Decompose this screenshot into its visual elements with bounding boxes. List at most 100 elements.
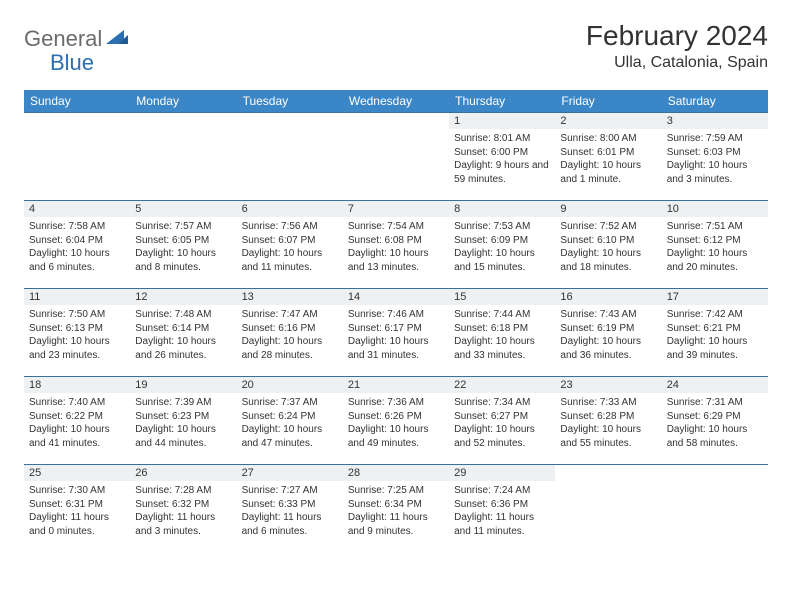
sunset-line: Sunset: 6:09 PM	[454, 234, 550, 248]
calendar-cell	[24, 112, 130, 200]
day-details: Sunrise: 7:42 AMSunset: 6:21 PMDaylight:…	[662, 305, 768, 366]
empty-daynum	[555, 465, 661, 481]
day-details: Sunrise: 7:31 AMSunset: 6:29 PMDaylight:…	[662, 393, 768, 454]
day-number: 5	[130, 201, 236, 217]
sunset-line: Sunset: 6:34 PM	[348, 498, 444, 512]
day-number: 4	[24, 201, 130, 217]
sunrise-line: Sunrise: 7:24 AM	[454, 484, 550, 498]
day-details: Sunrise: 7:40 AMSunset: 6:22 PMDaylight:…	[24, 393, 130, 454]
sunset-line: Sunset: 6:04 PM	[29, 234, 125, 248]
day-details: Sunrise: 7:25 AMSunset: 6:34 PMDaylight:…	[343, 481, 449, 542]
brand-triangle-icon	[106, 28, 128, 51]
sunrise-line: Sunrise: 7:40 AM	[29, 396, 125, 410]
day-number: 19	[130, 377, 236, 393]
calendar-cell: 19Sunrise: 7:39 AMSunset: 6:23 PMDayligh…	[130, 376, 236, 464]
day-details: Sunrise: 7:39 AMSunset: 6:23 PMDaylight:…	[130, 393, 236, 454]
sunset-line: Sunset: 6:32 PM	[135, 498, 231, 512]
calendar-cell: 11Sunrise: 7:50 AMSunset: 6:13 PMDayligh…	[24, 288, 130, 376]
daylight-line: Daylight: 10 hours and 49 minutes.	[348, 423, 444, 450]
daylight-line: Daylight: 10 hours and 15 minutes.	[454, 247, 550, 274]
day-details: Sunrise: 7:33 AMSunset: 6:28 PMDaylight:…	[555, 393, 661, 454]
sunset-line: Sunset: 6:26 PM	[348, 410, 444, 424]
calendar-cell	[662, 464, 768, 552]
daylight-line: Daylight: 10 hours and 52 minutes.	[454, 423, 550, 450]
sunrise-line: Sunrise: 7:31 AM	[667, 396, 763, 410]
empty-daynum	[237, 113, 343, 129]
day-details: Sunrise: 7:48 AMSunset: 6:14 PMDaylight:…	[130, 305, 236, 366]
sunrise-line: Sunrise: 7:27 AM	[242, 484, 338, 498]
calendar-body: 1Sunrise: 8:01 AMSunset: 6:00 PMDaylight…	[24, 112, 768, 552]
calendar-cell: 25Sunrise: 7:30 AMSunset: 6:31 PMDayligh…	[24, 464, 130, 552]
calendar-row: 18Sunrise: 7:40 AMSunset: 6:22 PMDayligh…	[24, 376, 768, 464]
month-title: February 2024	[586, 20, 768, 52]
calendar-table: SundayMondayTuesdayWednesdayThursdayFrid…	[24, 90, 768, 552]
sunset-line: Sunset: 6:16 PM	[242, 322, 338, 336]
sunrise-line: Sunrise: 7:36 AM	[348, 396, 444, 410]
calendar-cell: 6Sunrise: 7:56 AMSunset: 6:07 PMDaylight…	[237, 200, 343, 288]
sunrise-line: Sunrise: 7:53 AM	[454, 220, 550, 234]
sunrise-line: Sunrise: 7:47 AM	[242, 308, 338, 322]
calendar-cell: 2Sunrise: 8:00 AMSunset: 6:01 PMDaylight…	[555, 112, 661, 200]
daylight-line: Daylight: 11 hours and 3 minutes.	[135, 511, 231, 538]
sunrise-line: Sunrise: 7:28 AM	[135, 484, 231, 498]
sunrise-line: Sunrise: 7:48 AM	[135, 308, 231, 322]
sunset-line: Sunset: 6:22 PM	[29, 410, 125, 424]
day-details: Sunrise: 7:28 AMSunset: 6:32 PMDaylight:…	[130, 481, 236, 542]
sunrise-line: Sunrise: 7:46 AM	[348, 308, 444, 322]
day-details: Sunrise: 7:46 AMSunset: 6:17 PMDaylight:…	[343, 305, 449, 366]
sunset-line: Sunset: 6:23 PM	[135, 410, 231, 424]
calendar-cell: 26Sunrise: 7:28 AMSunset: 6:32 PMDayligh…	[130, 464, 236, 552]
calendar-cell	[555, 464, 661, 552]
day-number: 11	[24, 289, 130, 305]
daylight-line: Daylight: 11 hours and 11 minutes.	[454, 511, 550, 538]
day-details: Sunrise: 8:00 AMSunset: 6:01 PMDaylight:…	[555, 129, 661, 190]
calendar-cell: 13Sunrise: 7:47 AMSunset: 6:16 PMDayligh…	[237, 288, 343, 376]
empty-daynum	[24, 113, 130, 129]
calendar-cell: 10Sunrise: 7:51 AMSunset: 6:12 PMDayligh…	[662, 200, 768, 288]
day-details: Sunrise: 7:56 AMSunset: 6:07 PMDaylight:…	[237, 217, 343, 278]
sunset-line: Sunset: 6:36 PM	[454, 498, 550, 512]
calendar-cell: 27Sunrise: 7:27 AMSunset: 6:33 PMDayligh…	[237, 464, 343, 552]
day-number: 24	[662, 377, 768, 393]
daylight-line: Daylight: 10 hours and 28 minutes.	[242, 335, 338, 362]
day-number: 25	[24, 465, 130, 481]
day-details: Sunrise: 7:58 AMSunset: 6:04 PMDaylight:…	[24, 217, 130, 278]
sunrise-line: Sunrise: 7:42 AM	[667, 308, 763, 322]
sunset-line: Sunset: 6:07 PM	[242, 234, 338, 248]
sunset-line: Sunset: 6:10 PM	[560, 234, 656, 248]
calendar-cell: 15Sunrise: 7:44 AMSunset: 6:18 PMDayligh…	[449, 288, 555, 376]
daylight-line: Daylight: 10 hours and 20 minutes.	[667, 247, 763, 274]
sunrise-line: Sunrise: 7:39 AM	[135, 396, 231, 410]
day-details: Sunrise: 7:47 AMSunset: 6:16 PMDaylight:…	[237, 305, 343, 366]
title-block: February 2024 Ulla, Catalonia, Spain	[586, 20, 768, 72]
sunrise-line: Sunrise: 7:37 AM	[242, 396, 338, 410]
day-details: Sunrise: 7:37 AMSunset: 6:24 PMDaylight:…	[237, 393, 343, 454]
calendar-cell: 4Sunrise: 7:58 AMSunset: 6:04 PMDaylight…	[24, 200, 130, 288]
calendar-cell	[343, 112, 449, 200]
sunset-line: Sunset: 6:19 PM	[560, 322, 656, 336]
day-number: 27	[237, 465, 343, 481]
sunset-line: Sunset: 6:29 PM	[667, 410, 763, 424]
calendar-cell: 1Sunrise: 8:01 AMSunset: 6:00 PMDaylight…	[449, 112, 555, 200]
sunset-line: Sunset: 6:00 PM	[454, 146, 550, 160]
day-number: 23	[555, 377, 661, 393]
daylight-line: Daylight: 10 hours and 39 minutes.	[667, 335, 763, 362]
day-number: 21	[343, 377, 449, 393]
day-number: 8	[449, 201, 555, 217]
sunset-line: Sunset: 6:18 PM	[454, 322, 550, 336]
calendar-cell: 23Sunrise: 7:33 AMSunset: 6:28 PMDayligh…	[555, 376, 661, 464]
day-details: Sunrise: 7:27 AMSunset: 6:33 PMDaylight:…	[237, 481, 343, 542]
daylight-line: Daylight: 10 hours and 33 minutes.	[454, 335, 550, 362]
sunrise-line: Sunrise: 7:25 AM	[348, 484, 444, 498]
daylight-line: Daylight: 10 hours and 3 minutes.	[667, 159, 763, 186]
day-number: 22	[449, 377, 555, 393]
day-number: 14	[343, 289, 449, 305]
daylight-line: Daylight: 10 hours and 55 minutes.	[560, 423, 656, 450]
brand-logo: General	[24, 26, 130, 52]
sunrise-line: Sunrise: 7:50 AM	[29, 308, 125, 322]
day-number: 7	[343, 201, 449, 217]
day-details: Sunrise: 7:43 AMSunset: 6:19 PMDaylight:…	[555, 305, 661, 366]
daylight-line: Daylight: 10 hours and 11 minutes.	[242, 247, 338, 274]
day-number: 12	[130, 289, 236, 305]
day-number: 28	[343, 465, 449, 481]
